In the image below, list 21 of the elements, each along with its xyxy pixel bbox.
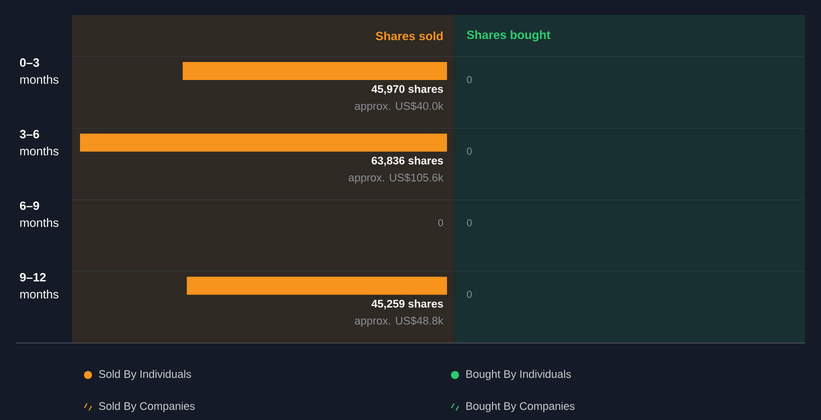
legend-label: Bought By Individuals	[466, 370, 571, 380]
annotation: approx. US$105.6k	[348, 173, 444, 184]
data-label: 0	[466, 219, 472, 226]
y-tick-label: 0–3 months	[20, 58, 58, 84]
legend-label: Sold By Companies	[99, 402, 195, 412]
data-label: 45,259 shares	[371, 300, 443, 310]
legend-label: Sold By Individuals	[99, 370, 192, 380]
annotation: approx. US$48.8k	[354, 316, 444, 327]
y-tick-label: 3–6 months	[20, 130, 58, 156]
data-label: 45,970 shares	[371, 84, 443, 95]
x-axis-title: Shares sold	[376, 31, 443, 40]
data-label: 0	[466, 148, 472, 155]
data-label: 63,836 shares	[372, 156, 443, 166]
data-label: 0	[466, 290, 472, 298]
data-label: 0	[438, 219, 444, 226]
legend-label: Bought By Companies	[466, 402, 575, 412]
y-tick-label: 9–12 months	[20, 273, 58, 298]
x2-axis-title: Shares bought	[466, 30, 550, 42]
y-tick-label: 6–9 months	[20, 201, 58, 227]
data-label: 0	[466, 76, 472, 84]
annotation: approx. US$40.0k	[354, 102, 444, 112]
